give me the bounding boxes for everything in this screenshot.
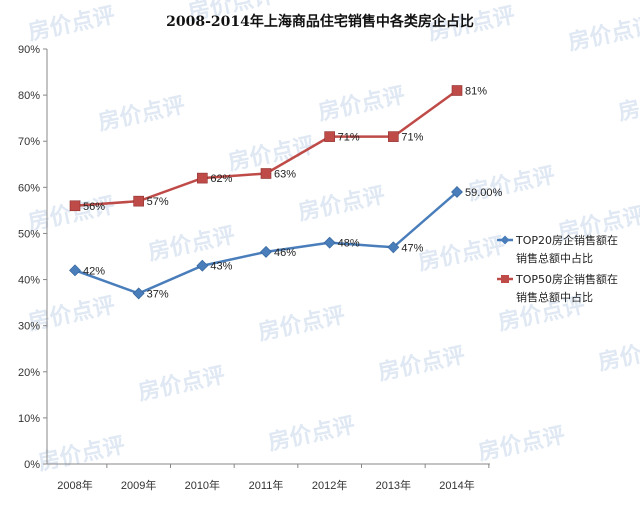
y-tick-label: 60% [18,182,40,194]
y-tick-label: 80% [18,90,40,102]
x-tick-label: 2008年 [57,478,92,492]
y-tick-label: 30% [18,321,40,333]
watermark-text: 房价点评 [466,162,557,206]
watermark-text: 房价点评 [616,82,640,126]
legend-marker [501,275,509,283]
y-tick-label: 10% [18,413,40,425]
chart-title: 2008-2014年上海商品住宅销售中各类房企占比 [166,13,474,30]
watermark-text: 房价点评 [26,2,117,46]
watermark-text: 房价点评 [96,92,187,136]
data-point [260,245,272,258]
y-tick-label: 50% [18,228,40,240]
data-point [324,131,335,142]
y-tick-label: 20% [18,367,40,379]
watermark-text: 房价点评 [146,222,237,266]
watermark-text: 房价点评 [266,412,357,456]
x-tick-label: 2009年 [121,478,156,492]
watermark-text: 房价点评 [296,182,387,226]
legend-marker [500,235,510,245]
watermark-text: 房价点评 [566,12,640,56]
data-label: 42% [83,265,105,277]
watermark-text: 房价点评 [476,422,567,466]
watermark-text: 房价点评 [136,362,227,406]
data-point [132,287,145,300]
legend-label: 销售总额中占比 [516,251,593,265]
data-label: 57% [147,196,169,208]
x-tick-label: 2013年 [376,478,411,492]
data-point [451,186,463,198]
x-tick-label: 2011年 [249,478,284,492]
watermark-text: 房价点评 [596,332,640,376]
data-label: 46% [274,247,296,259]
watermark-text: 房价点评 [256,302,347,346]
y-tick-label: 0% [24,459,40,471]
data-label: 48% [338,238,360,250]
data-point [388,131,399,142]
data-point [197,172,208,184]
watermark-text: 房价点评 [36,432,127,476]
legend-label: TOP20房企销售额在 [515,233,618,247]
data-label: 71% [338,132,360,144]
x-tick-label: 2010年 [185,478,220,492]
series-line [74,191,458,295]
y-tick-label: 70% [18,136,40,148]
x-tick-label: 2012年 [312,478,347,492]
watermark-text: 房价点评 [376,342,467,386]
y-tick-label: 90% [18,44,40,56]
legend-label: TOP50房企销售额在 [515,272,618,286]
data-point [323,236,336,249]
data-label: 71% [401,132,423,144]
watermark-text: 房价点评 [316,82,407,126]
x-tick-label: 2014年 [439,478,474,492]
data-point [69,264,81,277]
legend-label: 销售总额中占比 [516,290,593,304]
data-label: 47% [401,242,423,254]
data-point [387,241,400,254]
data-label: 59.00% [465,187,503,199]
data-label: 56% [83,201,105,213]
data-point [451,85,463,96]
watermark-text: 房价点评 [416,232,507,276]
axes: 0% 10% 20% 30% 40% 50% 60% 70% 80% 90% 2008年 2009年 2… [18,44,490,492]
data-label: 63% [274,169,296,181]
y-tick-label: 40% [18,275,40,287]
data-label: 81% [465,86,487,98]
series-layer: 42% 37% 43% 46% 48% 47% 59.00% 56% 57% 62% 63% 71% 7… [69,85,503,300]
data-point [196,259,209,272]
data-point [133,195,144,207]
data-label: 62% [210,173,232,185]
data-point [260,168,272,179]
data-label: 43% [210,261,232,273]
data-point [69,200,81,212]
data-label: 37% [147,288,169,300]
